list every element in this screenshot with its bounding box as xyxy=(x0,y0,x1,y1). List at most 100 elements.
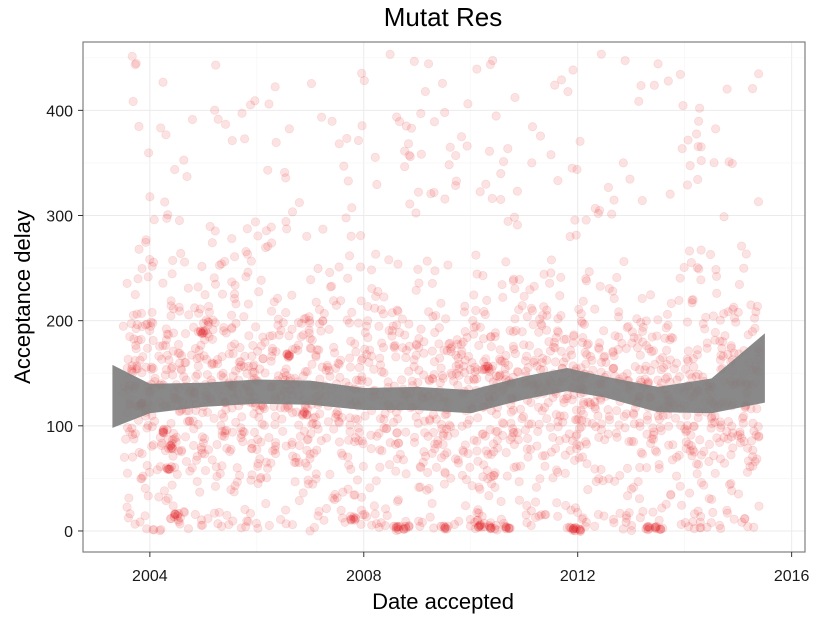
scatter-point xyxy=(138,471,148,481)
scatter-point xyxy=(653,375,663,385)
scatter-point xyxy=(463,99,473,109)
scatter-point xyxy=(379,368,389,378)
scatter-point xyxy=(352,475,363,485)
scatter-point xyxy=(482,465,492,476)
scatter-point xyxy=(431,310,441,321)
x-axis: 2004 2008 2012 2016 xyxy=(132,552,810,585)
scatter-point xyxy=(657,503,667,513)
scatter-point xyxy=(682,180,693,190)
scatter-point xyxy=(635,421,645,431)
scatter-point xyxy=(205,221,215,232)
scatter-point xyxy=(127,51,137,61)
scatter-point xyxy=(171,437,181,447)
scatter-point xyxy=(398,455,409,465)
scatter-point xyxy=(150,373,160,383)
scatter-point xyxy=(346,464,356,474)
scatter-point xyxy=(294,496,304,506)
scatter-point xyxy=(387,326,397,336)
scatter-point xyxy=(666,332,676,343)
scatter-point xyxy=(465,514,475,525)
scatter-point xyxy=(510,284,520,294)
scatter-point xyxy=(331,409,341,419)
scatter-point xyxy=(180,358,190,368)
scatter-point xyxy=(436,419,447,430)
scatter-point xyxy=(319,308,329,319)
scatter-point xyxy=(465,365,475,375)
scatter-point xyxy=(514,305,524,315)
scatter-point xyxy=(204,317,214,327)
scatter-point xyxy=(122,502,132,512)
scatter-point xyxy=(670,413,681,423)
scatter-point xyxy=(305,318,315,328)
scatter-point xyxy=(254,412,264,422)
scatter-point xyxy=(553,327,563,337)
scatter-point xyxy=(728,304,738,315)
scatter-point xyxy=(393,438,403,448)
scatter-point xyxy=(375,414,386,424)
scatter-point xyxy=(371,291,381,302)
scatter-point xyxy=(568,65,578,75)
scatter-point-cluster xyxy=(473,522,484,532)
scatter-point xyxy=(385,438,395,448)
scatter-point xyxy=(582,350,592,360)
scatter-point xyxy=(350,339,360,349)
scatter-point xyxy=(419,348,429,358)
scatter-point-cluster xyxy=(172,511,182,521)
scatter-point xyxy=(400,146,410,156)
scatter-point xyxy=(707,494,717,504)
scatter-point xyxy=(751,307,761,317)
scatter-point xyxy=(715,417,725,427)
scatter-point xyxy=(409,362,419,372)
scatter-point xyxy=(447,370,457,380)
scatter-point xyxy=(168,304,179,314)
scatter-point xyxy=(442,424,452,434)
scatter-point xyxy=(350,414,361,424)
scatter-point xyxy=(484,491,494,501)
scatter-point xyxy=(377,338,387,348)
scatter-point xyxy=(552,498,562,508)
scatter-point xyxy=(318,316,328,326)
scatter-point-cluster xyxy=(439,521,449,531)
scatter-point xyxy=(179,155,189,165)
scatter-point xyxy=(576,422,586,432)
scatter-point xyxy=(247,470,257,480)
scatter-point xyxy=(165,514,176,524)
scatter-point xyxy=(571,431,581,441)
scatter-point xyxy=(228,516,238,526)
scatter-point xyxy=(132,361,142,371)
scatter-point xyxy=(475,322,485,332)
scatter-point xyxy=(641,316,651,326)
scatter-point xyxy=(176,351,187,361)
scatter-point xyxy=(406,123,417,133)
scatter-point xyxy=(371,476,381,486)
scatter-point xyxy=(648,346,659,356)
scatter-point xyxy=(437,424,447,434)
scatter-point xyxy=(715,423,726,433)
scatter-point xyxy=(437,371,448,381)
x-tick-label: 2008 xyxy=(346,568,382,585)
scatter-point xyxy=(204,307,214,317)
scatter-point xyxy=(474,340,484,351)
scatter-point xyxy=(307,359,317,369)
scatter-point xyxy=(539,302,549,312)
scatter-point xyxy=(622,369,632,379)
scatter-point-cluster xyxy=(575,526,586,536)
scatter-point xyxy=(367,520,377,530)
scatter-point xyxy=(506,418,516,428)
scatter-point xyxy=(499,518,509,528)
scatter-point xyxy=(291,453,301,463)
scatter-point-cluster xyxy=(501,522,511,532)
scatter-point-cluster xyxy=(392,522,403,532)
scatter-point xyxy=(689,362,699,372)
scatter-point xyxy=(577,514,587,524)
scatter-point xyxy=(503,216,513,226)
scatter-point xyxy=(203,320,213,330)
scatter-point xyxy=(164,355,174,365)
scatter-point xyxy=(540,402,550,413)
scatter-point xyxy=(308,413,318,423)
scatter-point xyxy=(583,397,593,407)
scatter-point-cluster xyxy=(351,513,361,523)
scatter-point xyxy=(328,493,338,503)
scatter-point xyxy=(556,75,567,85)
scatter-point xyxy=(389,341,399,351)
